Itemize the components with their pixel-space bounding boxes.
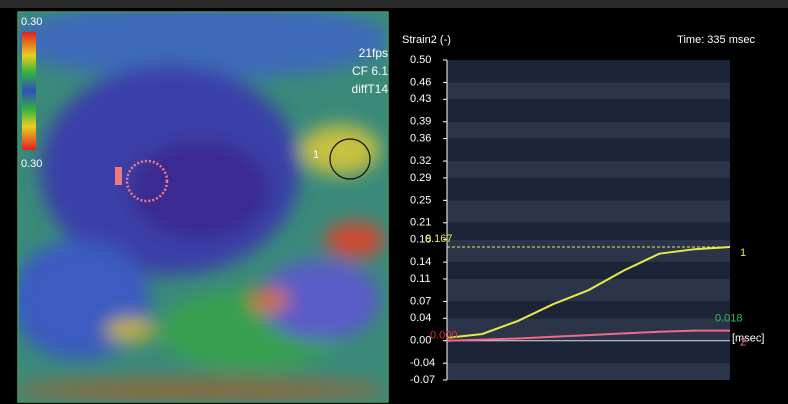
grid-band	[447, 82, 730, 100]
scale-bottom: 0.30	[21, 158, 42, 170]
y-tick-label: -0.04	[410, 357, 435, 369]
grid-band	[447, 121, 730, 139]
grid-band	[447, 138, 730, 162]
grid-band	[447, 262, 730, 279]
y-tick-label: 0.11	[410, 273, 431, 285]
y-tick-label: -0.07	[410, 374, 435, 386]
y-tick-label: 0.00	[410, 335, 431, 347]
grid-band	[447, 363, 730, 380]
y-tick-label: 0.25	[410, 194, 431, 206]
fps: 21fps	[359, 46, 388, 60]
grid-band	[447, 60, 730, 83]
y-tick-label: 0.46	[410, 76, 431, 88]
grid-band	[447, 200, 730, 223]
grid-band	[447, 301, 730, 319]
reference-label: 0.167	[425, 233, 453, 245]
series-line	[446, 329, 730, 342]
y-tick-label: 0.04	[410, 312, 431, 324]
y-tick-label: 0.07	[410, 295, 431, 307]
grid-band	[447, 340, 730, 364]
grid-band	[447, 99, 730, 122]
y-tick-label: 0.29	[410, 172, 431, 184]
cf: CF 6.1	[352, 64, 388, 78]
grid-band	[447, 239, 730, 263]
grid-band	[447, 161, 730, 178]
y-tick-label: 0.50	[410, 54, 431, 66]
grid-band	[447, 222, 730, 240]
top-strip	[0, 0, 788, 8]
series-line	[446, 245, 731, 339]
y-tick-label: 0.21	[410, 217, 431, 229]
value-label: 0.018	[715, 313, 743, 325]
image-border	[17, 11, 389, 403]
x-axis-label: [msec]	[732, 333, 764, 345]
grid-band	[447, 318, 730, 341]
y-tick-label: 0.14	[410, 256, 431, 268]
y-tick-label: 0.36	[410, 133, 431, 145]
series-name: 1	[740, 247, 746, 259]
grid-band	[447, 177, 730, 201]
y-tick-label: 0.18	[410, 234, 431, 246]
chart-title: Strain2 (-)	[402, 34, 451, 46]
roi-label: 1	[313, 149, 319, 161]
time-label: Time: 335 msec	[677, 34, 755, 46]
scale-top: 0.30	[21, 16, 42, 28]
diff: diffT14	[352, 82, 389, 96]
y-tick-label: 0.39	[410, 116, 431, 128]
y-tick-label: 0.43	[410, 93, 431, 105]
value-label: 0.000	[430, 330, 458, 342]
y-tick-label: 0.32	[410, 155, 431, 167]
elastography-image	[18, 12, 388, 402]
series-name: 2	[740, 337, 746, 349]
